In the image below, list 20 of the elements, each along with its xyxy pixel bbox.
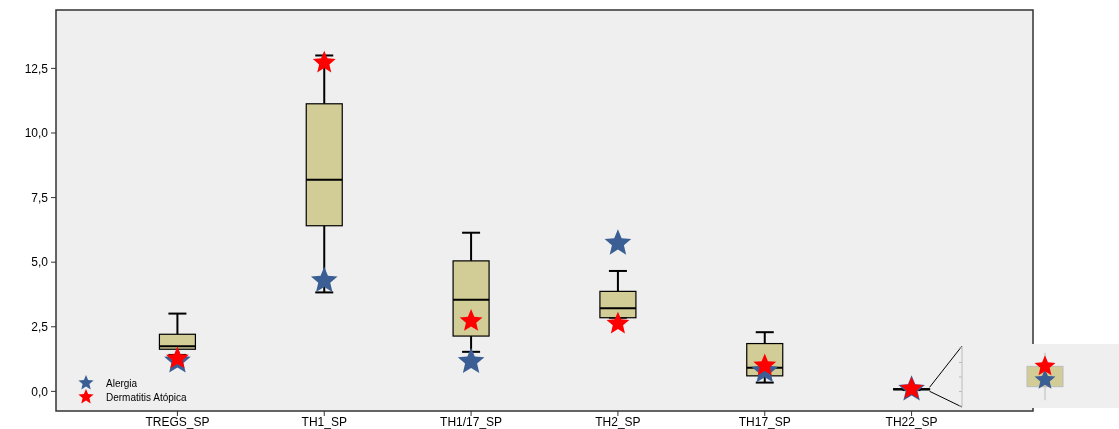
x-tick-label: TH2_SP xyxy=(595,415,641,429)
point xyxy=(604,229,632,255)
y-tick-label: 10,0 xyxy=(24,126,49,141)
legend-label: Alergia xyxy=(106,377,138,389)
y-tick-label: 7,5 xyxy=(31,190,49,205)
point xyxy=(457,347,485,373)
y-tick-label: 2,5 xyxy=(31,319,49,334)
point xyxy=(310,266,338,293)
y-tick-label: 0,0 xyxy=(31,384,49,399)
x-tick-label: TH22_SP xyxy=(885,415,938,429)
x-tick-label: TH1_SP xyxy=(301,415,347,429)
point xyxy=(606,311,630,334)
x-tick-label: TH17_SP xyxy=(738,415,791,429)
x-tick-label: TREGS_SP xyxy=(145,415,210,429)
point xyxy=(312,50,336,73)
point xyxy=(459,309,483,331)
x-tick-label: TH1/17_SP xyxy=(440,415,503,429)
y-tick-label: 12,5 xyxy=(24,61,49,76)
y-tick-label: 5,0 xyxy=(31,255,49,270)
legend-label: Dermatitis Atópica xyxy=(106,391,188,403)
